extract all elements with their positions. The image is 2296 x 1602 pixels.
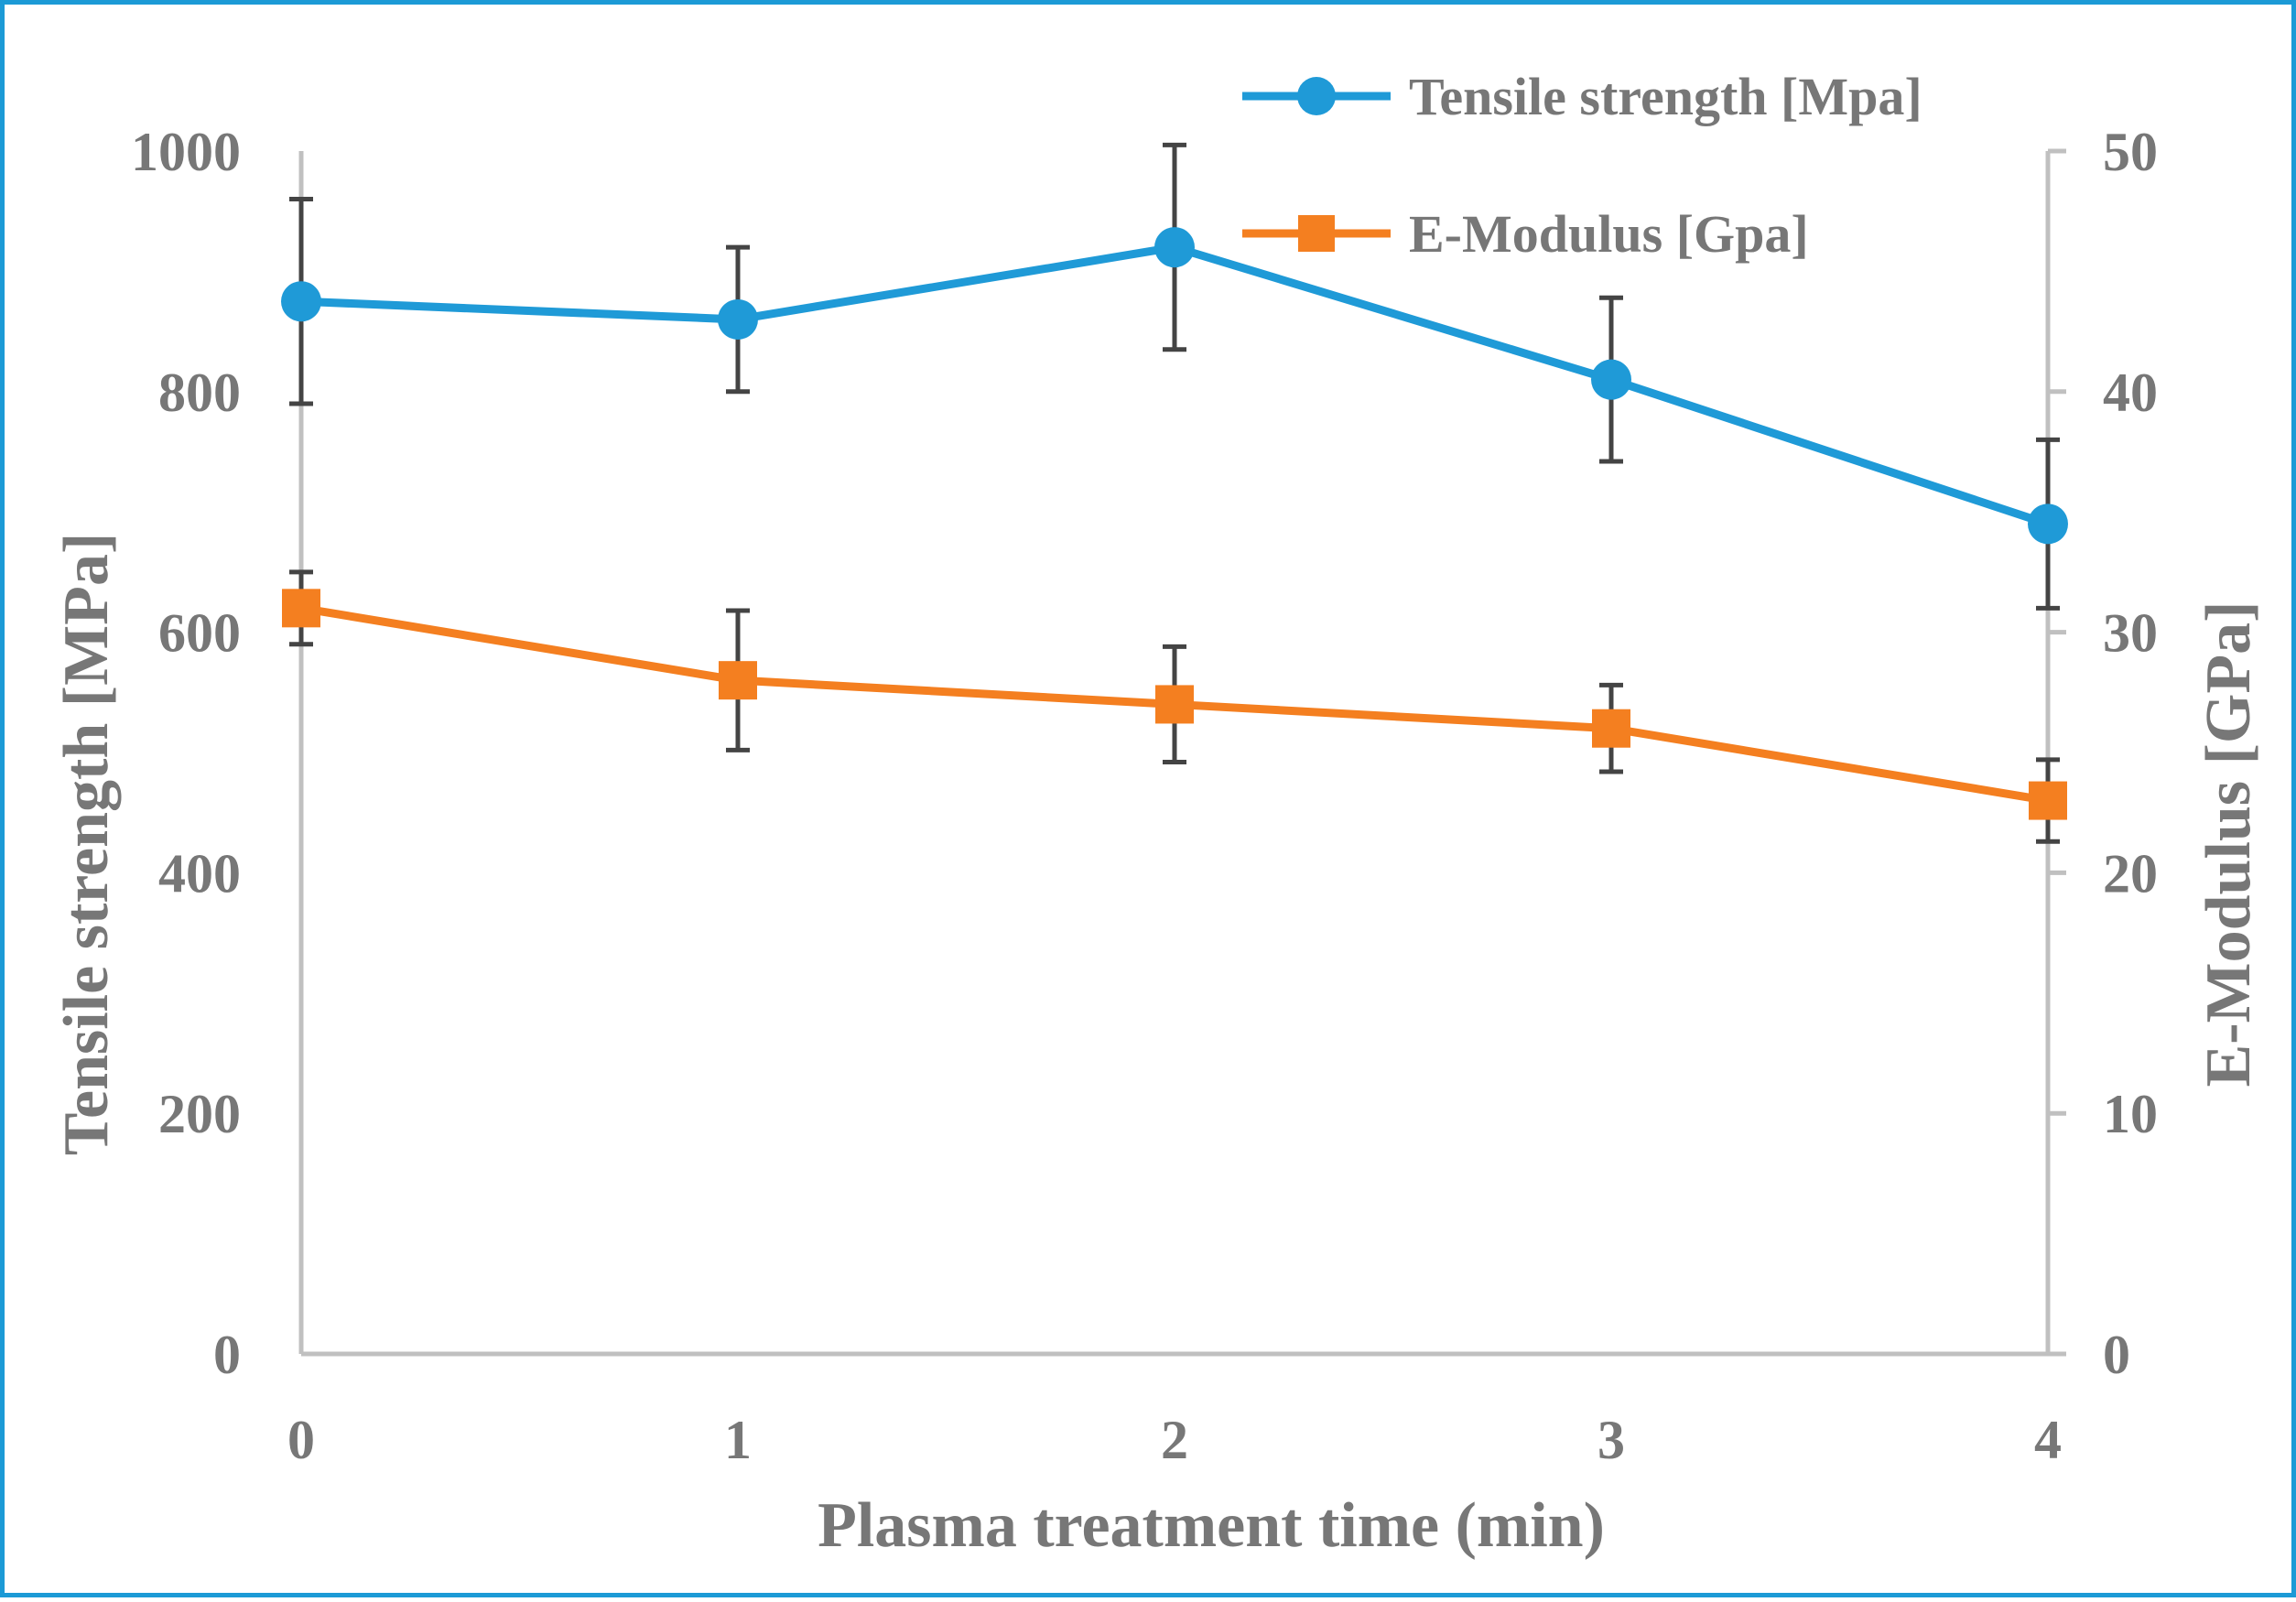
x-axis-tick-label: 0 [287,1410,315,1470]
y-axis-right-title: E-Modulus [GPa] [2193,601,2264,1088]
y-axis-right-tick-label: 20 [2103,843,2158,904]
y-axis-right-tick-label: 50 [2103,122,2158,182]
y-axis-left-tick-label: 600 [158,603,241,664]
data-point [1154,227,1195,268]
y-axis-left-tick-label: 1000 [131,122,241,182]
data-point [2029,781,2067,820]
y-axis-right-tick-label: 40 [2103,363,2158,423]
x-axis-tick-label: 2 [1161,1410,1188,1470]
legend-marker [1297,77,1336,115]
legend-item: Tensile strength [Mpa] [1242,67,1922,126]
axes [298,148,2066,1357]
legend-label: Tensile strength [Mpa] [1409,67,1922,126]
y-axis-right-tick-label: 30 [2103,603,2158,664]
y-axis-right-tick-label: 0 [2103,1325,2130,1385]
series-0 [281,142,2068,611]
y-axis-left-tick-label: 200 [158,1084,241,1144]
data-point [281,281,321,322]
x-axis-tick-label: 4 [2034,1410,2062,1470]
y-axis-left-tick-label: 0 [213,1325,241,1385]
legend-label: E-Modulus [Gpa] [1409,204,1809,264]
y-axis-left-tick-label: 800 [158,363,241,423]
x-axis-title: Plasma treatment time (min) [818,1490,1605,1561]
series-layer [281,142,2068,844]
series-1 [282,569,2067,844]
legend-item: E-Modulus [Gpa] [1242,204,1809,264]
data-point [719,661,757,700]
y-axis-left-tick-label: 400 [158,843,241,904]
y-axis-right-tick-label: 10 [2103,1084,2158,1144]
legend: Tensile strength [Mpa] E-Modulus [Gpa] [1242,67,1922,264]
chart-svg: 0 200 400 600 800 1000 0 10 20 30 40 50 0 1 2 3 4 Tensil… [51,67,2264,1561]
data-point [1155,685,1194,724]
y-axis-left-title: Tensile strength [MPa] [51,533,122,1156]
data-point [2028,503,2068,545]
data-point [718,298,758,340]
tick-labels: 0 200 400 600 800 1000 0 10 20 30 40 50 0 1 2 3 4 [131,122,2158,1470]
legend-marker [1298,215,1335,252]
data-point [282,589,320,628]
data-point [1591,359,1631,400]
data-point [1592,709,1630,748]
x-axis-tick-label: 1 [724,1410,752,1470]
x-axis-tick-label: 3 [1597,1410,1625,1470]
